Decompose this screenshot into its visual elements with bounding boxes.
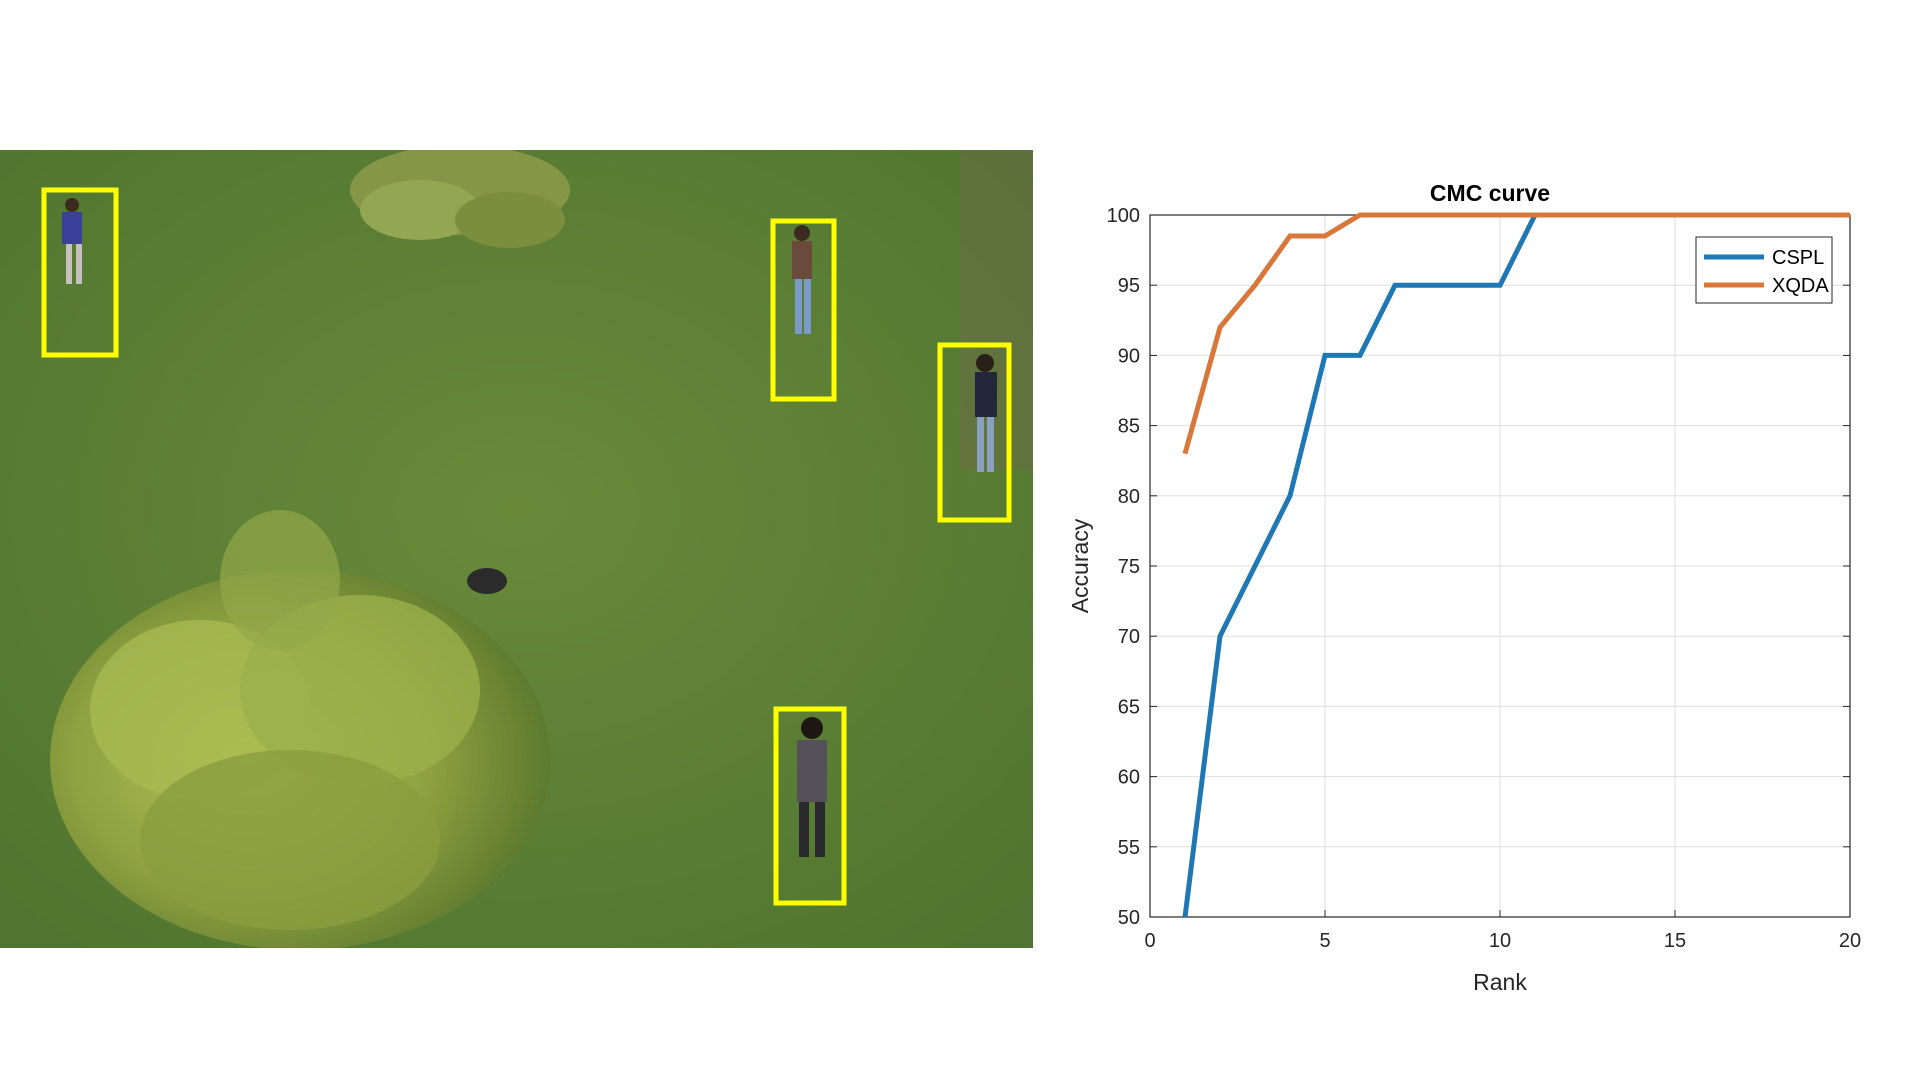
x-tick-label: 0: [1144, 930, 1155, 952]
x-tick-label: 20: [1839, 930, 1861, 952]
series-lines: [1182, 212, 1850, 917]
legend-label-xqda: XQDA: [1772, 275, 1829, 297]
person-4: [797, 717, 827, 857]
legend: CSPL XQDA: [1695, 236, 1833, 304]
x-tick-label: 15: [1664, 930, 1686, 952]
top-shrub: [350, 150, 570, 248]
y-tick-label: 75: [1118, 556, 1140, 578]
legend-box: [1695, 236, 1833, 304]
detection-box-1: [41, 187, 119, 358]
y-tick-label: 90: [1118, 345, 1140, 367]
y-tick-label: 85: [1118, 416, 1140, 438]
y-tick-label: 50: [1118, 907, 1140, 929]
y-tick-label: 95: [1118, 275, 1140, 297]
dirt-corner: [960, 150, 1033, 470]
x-tick-label: 10: [1489, 930, 1511, 952]
y-axis-label: Accuracy: [1067, 518, 1093, 613]
x-axis-label: Rank: [1473, 969, 1527, 995]
person-2: [792, 225, 812, 334]
axis-ticks: 0 5 10 15 20 50 55 60 65 70 75 80 85 90 95 100: [1107, 205, 1862, 952]
dark-object: [467, 568, 507, 594]
person-1: [62, 198, 82, 284]
y-tick-label: 55: [1118, 837, 1140, 859]
person-3: [975, 354, 997, 472]
y-tick-label: 80: [1118, 486, 1140, 508]
large-bush: [50, 510, 550, 948]
detection-box-2: [770, 218, 837, 402]
y-tick-label: 100: [1107, 205, 1140, 227]
cmc-chart: CMC curve 0 5 10 15 20 50 55 60 65 70 75 80 85 90 95 10…: [1067, 180, 1862, 995]
chart-title: CMC curve: [1430, 180, 1550, 206]
series-line-xqda: [1182, 212, 1850, 455]
x-tick-label: 5: [1319, 930, 1330, 952]
detection-box-3: [937, 342, 1012, 523]
legend-label-cspl: CSPL: [1772, 247, 1824, 269]
detection-box-4: [773, 706, 847, 906]
aerial-scene-image: [0, 150, 1033, 948]
y-tick-label: 60: [1118, 767, 1140, 789]
y-tick-label: 70: [1118, 626, 1140, 648]
y-tick-label: 65: [1118, 696, 1140, 718]
